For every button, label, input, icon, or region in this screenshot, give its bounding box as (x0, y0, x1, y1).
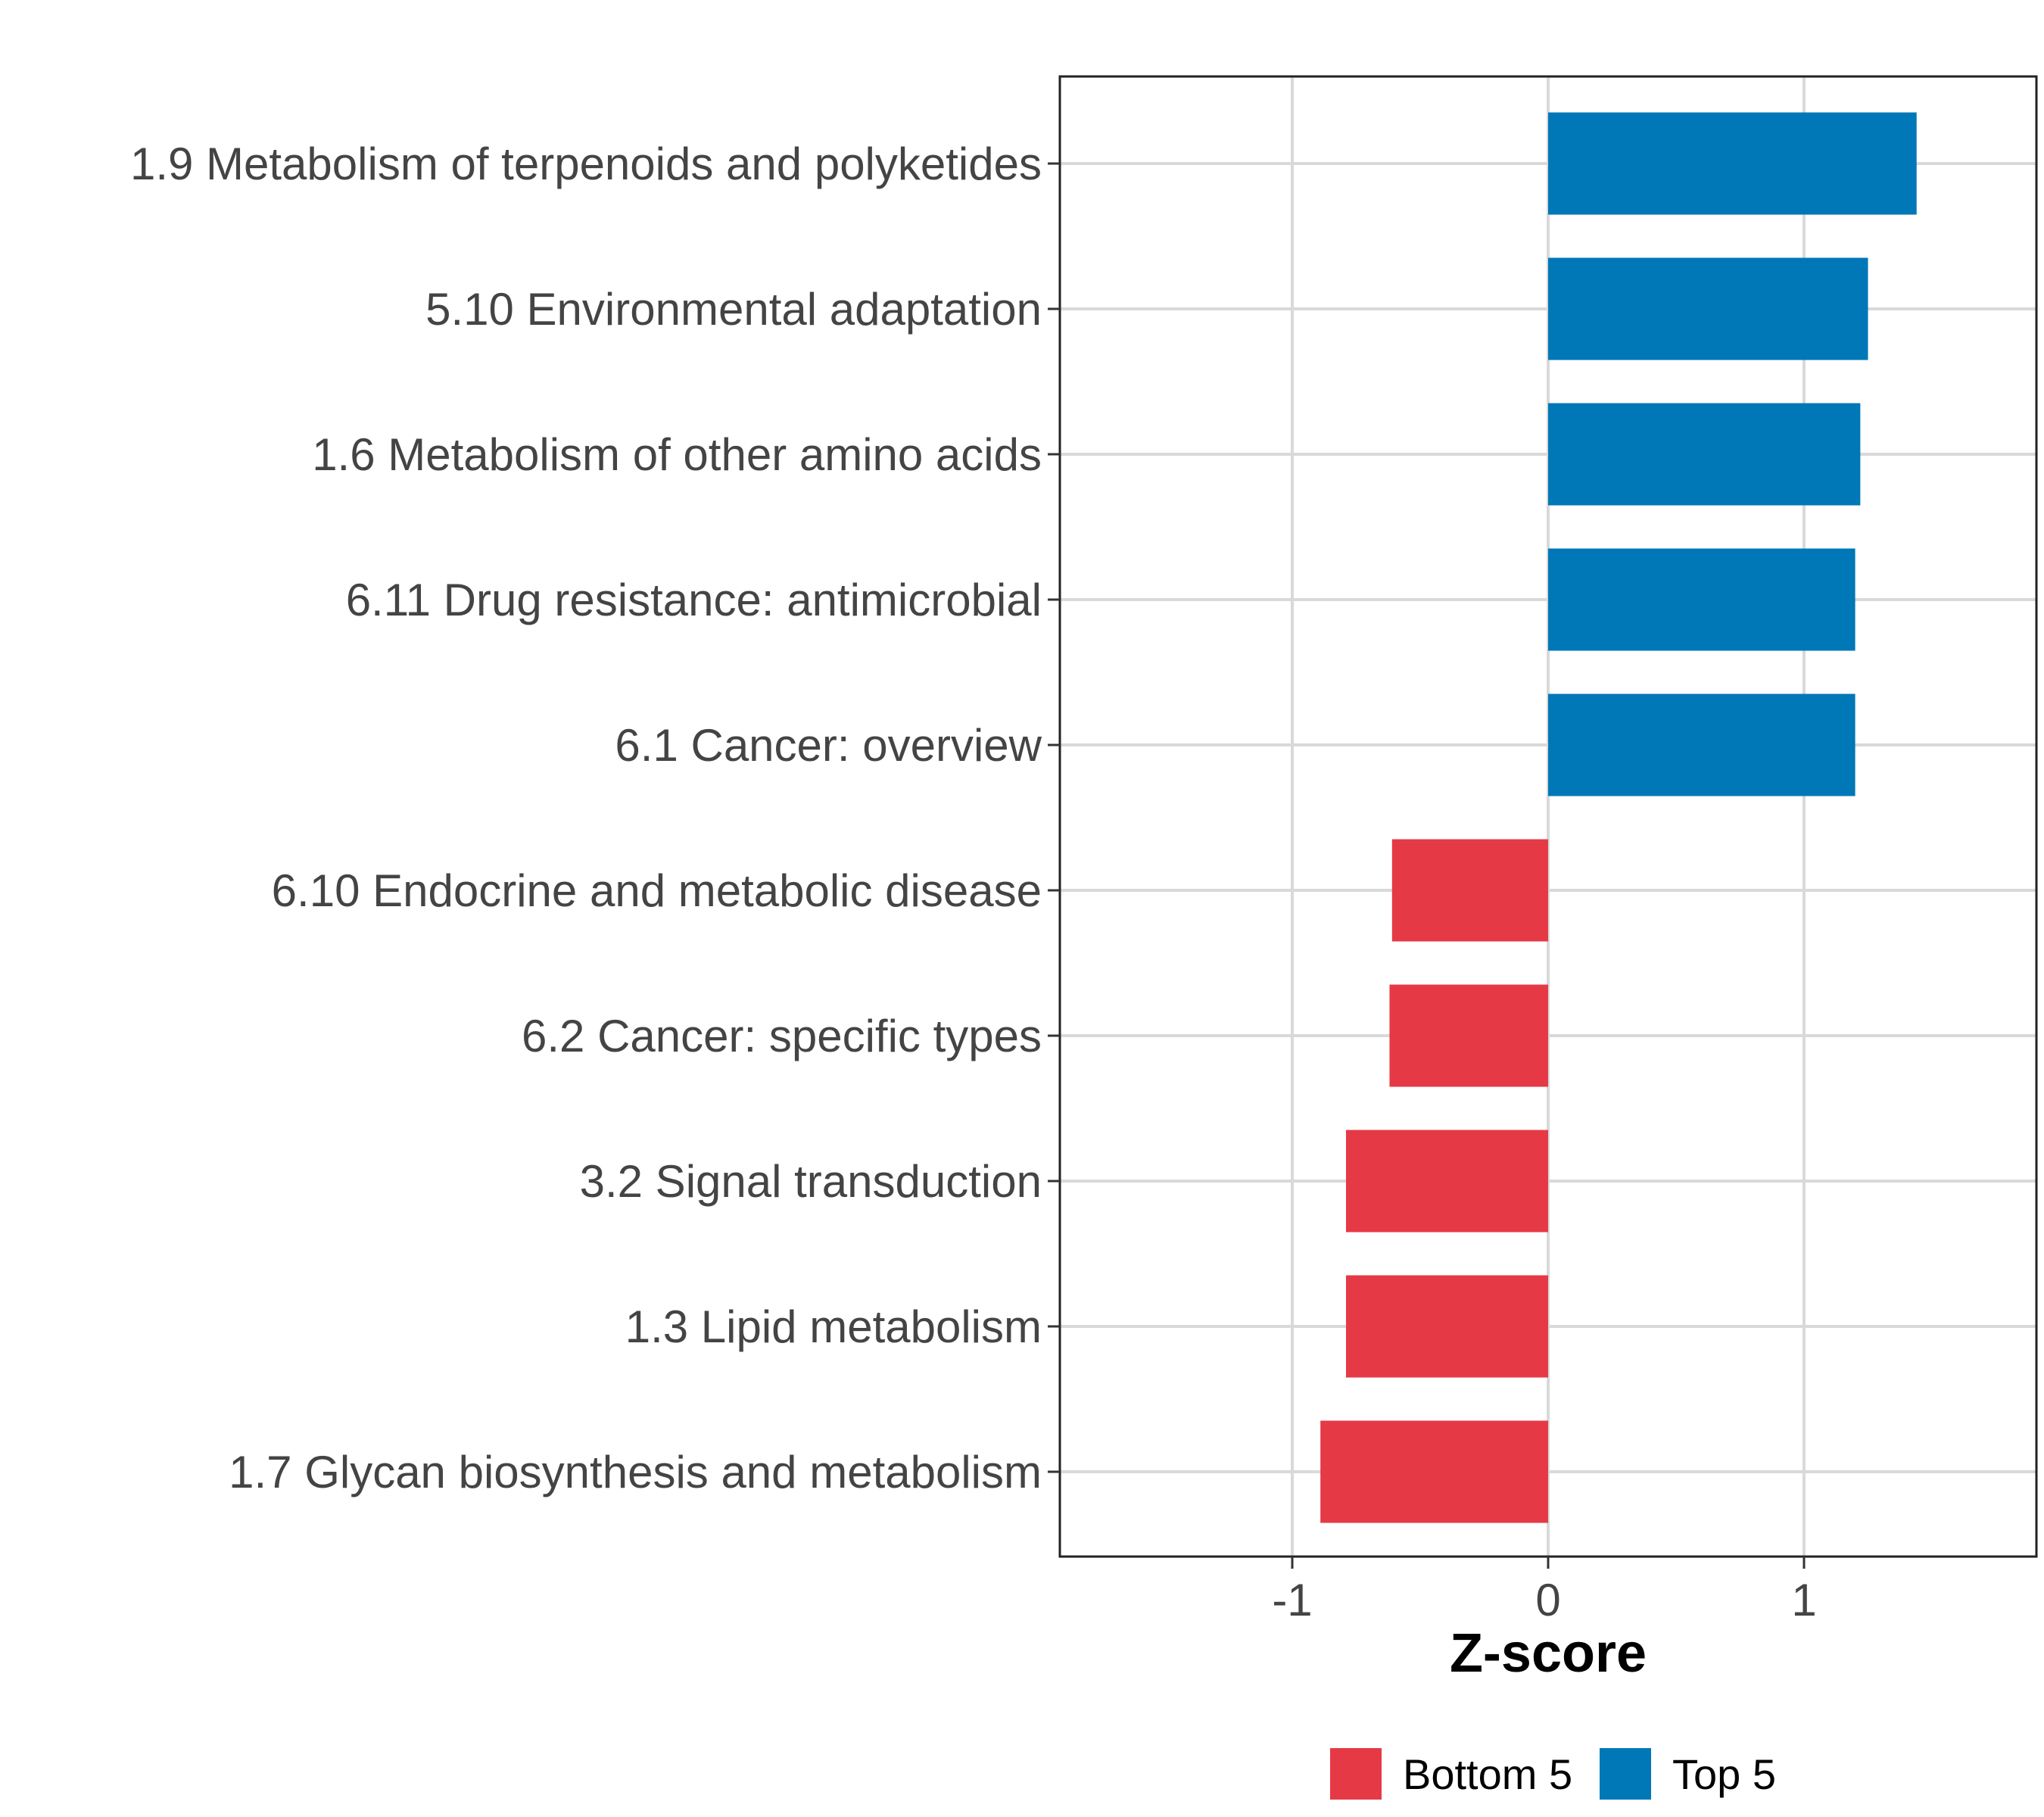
category-label-7: 3.2 Signal transduction (580, 1156, 1042, 1207)
bar-2 (1548, 403, 1861, 506)
bar-8 (1345, 1275, 1548, 1378)
x-tick-label-0: -1 (1272, 1575, 1312, 1625)
legend: Bottom 5 Top 5 (1330, 1748, 1776, 1800)
category-label-8: 1.3 Lipid metabolism (625, 1301, 1042, 1352)
bar-9 (1320, 1420, 1548, 1523)
bar-7 (1345, 1130, 1548, 1233)
bar-1 (1548, 257, 1868, 360)
x-tick-label-2: 1 (1791, 1575, 1816, 1625)
bar-0 (1548, 112, 1917, 215)
bar-6 (1389, 984, 1548, 1087)
category-label-1: 5.10 Environmental adaptation (425, 284, 1042, 335)
bars (1320, 112, 1917, 1523)
legend-label-1: Top 5 (1672, 1750, 1776, 1798)
category-label-3: 6.11 Drug resistance: antimicrobial (346, 575, 1042, 625)
category-labels: 1.9 Metabolism of terpenoids and polyket… (130, 139, 1042, 1498)
category-label-0: 1.9 Metabolism of terpenoids and polyket… (130, 139, 1042, 189)
y-axis-ticks (1048, 162, 1060, 1473)
category-label-6: 6.2 Cancer: specific types (522, 1011, 1042, 1061)
x-axis-title: Z-score (1450, 1623, 1647, 1684)
category-label-4: 6.1 Cancer: overview (615, 720, 1042, 771)
x-axis-ticks: -1 0 1 (1272, 1557, 1817, 1625)
legend-swatch-1 (1600, 1748, 1651, 1800)
legend-swatch-0 (1330, 1748, 1382, 1800)
bar-5 (1391, 839, 1548, 942)
bar-3 (1548, 548, 1855, 651)
x-tick-label-1: 0 (1535, 1575, 1560, 1625)
legend-label-0: Bottom 5 (1403, 1750, 1572, 1798)
bar-4 (1548, 693, 1855, 796)
category-label-2: 1.6 Metabolism of other amino acids (312, 429, 1042, 480)
category-label-5: 6.10 Endocrine and metabolic disease (272, 865, 1042, 916)
category-label-9: 1.7 Glycan biosynthesis and metabolism (229, 1447, 1042, 1498)
